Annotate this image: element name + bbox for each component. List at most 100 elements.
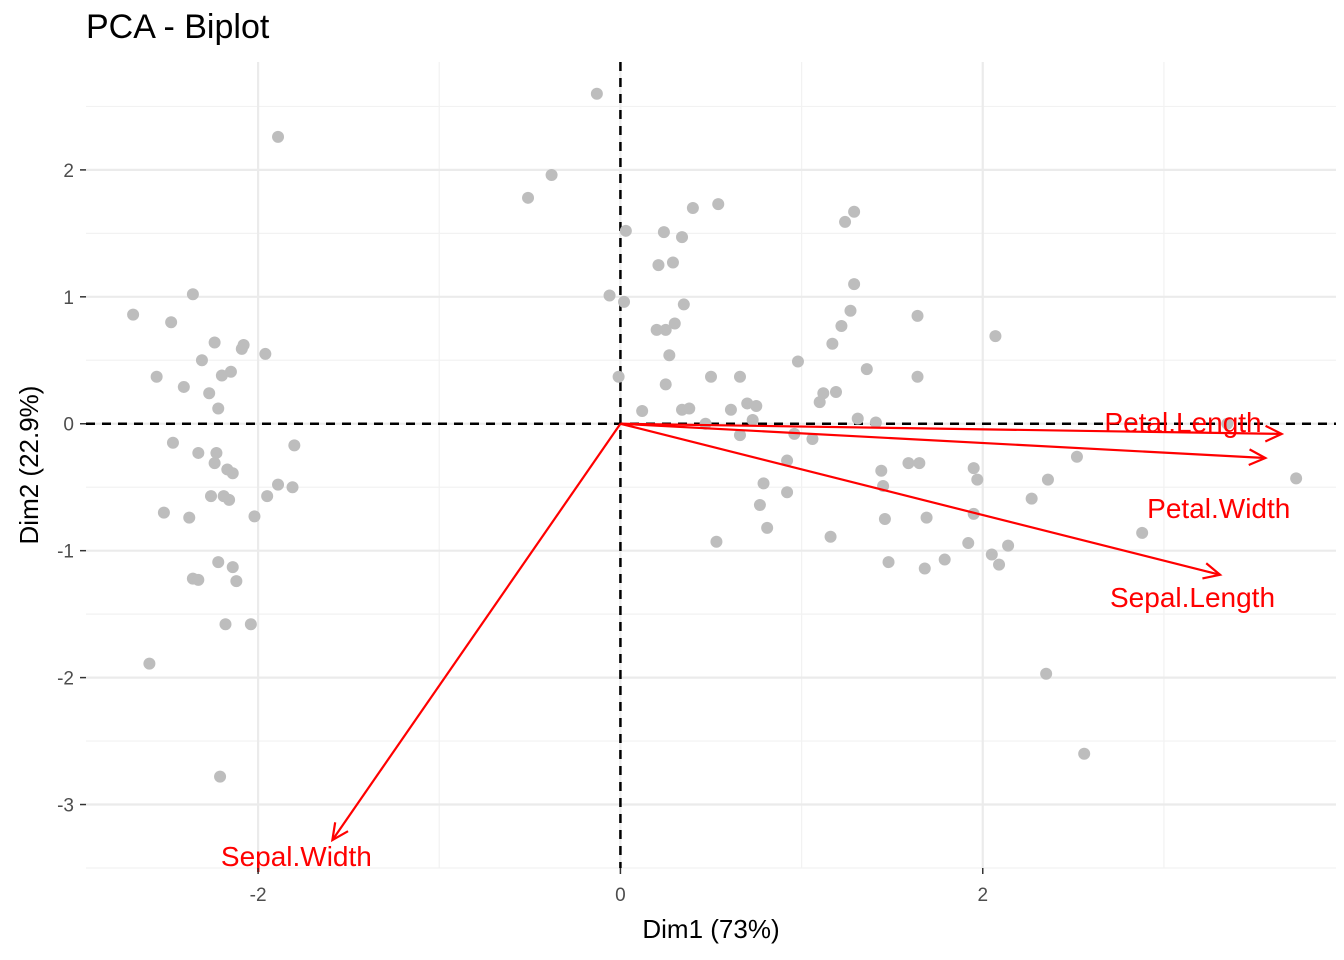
data-point xyxy=(650,323,663,336)
data-point xyxy=(869,416,882,429)
y-tick-label: 1 xyxy=(63,288,74,309)
data-point xyxy=(761,521,774,534)
data-point xyxy=(219,618,232,631)
data-point xyxy=(212,556,225,569)
data-point xyxy=(839,215,852,228)
data-point xyxy=(806,432,819,445)
data-point xyxy=(902,457,915,470)
data-point xyxy=(215,369,228,382)
data-point xyxy=(686,201,699,214)
variable-label: Petal.Length xyxy=(1104,407,1261,438)
data-point xyxy=(1070,450,1083,463)
data-point xyxy=(230,575,243,588)
data-point xyxy=(683,402,696,415)
data-point xyxy=(183,511,196,524)
data-point xyxy=(192,573,205,586)
data-point xyxy=(657,226,670,239)
data-point xyxy=(993,558,1006,571)
y-tick-label: -1 xyxy=(57,542,74,563)
data-point xyxy=(911,309,924,322)
data-point xyxy=(750,399,763,412)
y-tick-label: -3 xyxy=(57,796,74,817)
data-point xyxy=(918,562,931,575)
variable-arrow xyxy=(620,422,1221,576)
data-point xyxy=(618,295,631,308)
x-tick-label: 0 xyxy=(615,885,626,906)
x-axis-title: Dim1 (73%) xyxy=(642,914,779,944)
data-point xyxy=(224,365,237,378)
data-point xyxy=(835,320,848,333)
data-point xyxy=(1025,492,1038,505)
y-tick-label: -2 xyxy=(57,669,74,690)
data-point xyxy=(851,412,864,425)
data-point xyxy=(1221,417,1234,430)
variable-arrowhead xyxy=(1248,448,1268,466)
data-point xyxy=(226,467,239,480)
data-point xyxy=(882,556,895,569)
data-point xyxy=(860,363,873,376)
data-point xyxy=(1040,667,1053,680)
data-point xyxy=(603,289,616,302)
data-point xyxy=(985,548,998,561)
variable-label: Petal.Width xyxy=(1147,493,1290,524)
data-point xyxy=(753,498,766,511)
data-point xyxy=(920,511,933,524)
data-point xyxy=(205,490,217,503)
data-point xyxy=(1290,472,1303,485)
data-point xyxy=(272,130,285,143)
data-point xyxy=(705,370,717,383)
data-point xyxy=(668,317,681,330)
data-point xyxy=(967,462,980,475)
data-point xyxy=(824,530,837,543)
data-point xyxy=(612,370,625,383)
data-point xyxy=(699,417,712,430)
data-point xyxy=(208,457,221,470)
data-point xyxy=(248,510,261,523)
data-point xyxy=(781,486,794,499)
data-point xyxy=(659,323,672,336)
data-point xyxy=(844,304,857,317)
y-axis-ticks: 2 1 0 -1 -2 -3 xyxy=(57,161,86,817)
data-point xyxy=(636,405,649,418)
data-point xyxy=(962,537,975,550)
data-point xyxy=(724,403,737,416)
variable-arrowhead xyxy=(1202,562,1223,580)
data-point xyxy=(619,224,632,237)
data-point xyxy=(237,339,250,352)
data-point xyxy=(746,413,759,426)
data-point xyxy=(733,429,746,442)
data-point xyxy=(652,259,665,272)
data-point xyxy=(214,770,227,783)
data-point xyxy=(666,256,679,269)
data-point xyxy=(1078,747,1091,760)
variable-arrows: Petal.Length Petal.Width Sepal.Length Sepal… xyxy=(221,407,1290,872)
y-axis-title: Dim2 (22.9%) xyxy=(14,386,44,545)
variable-arrowhead xyxy=(1264,424,1285,443)
data-point xyxy=(1041,473,1054,486)
data-point xyxy=(286,481,299,494)
x-axis-ticks: -2 0 2 xyxy=(250,868,988,906)
data-point xyxy=(757,477,770,490)
variable-arrowhead xyxy=(330,822,349,843)
variable-arrow xyxy=(331,423,622,841)
data-point xyxy=(210,446,223,459)
variable-arrow xyxy=(620,422,1282,436)
data-point xyxy=(791,355,804,368)
minor-gridlines xyxy=(86,62,1336,869)
data-point xyxy=(848,278,861,291)
major-gridlines xyxy=(86,62,1336,868)
data-point xyxy=(127,308,140,321)
data-point xyxy=(150,370,163,383)
data-point xyxy=(186,288,199,301)
data-point xyxy=(203,387,216,400)
data-point xyxy=(261,490,274,503)
data-point xyxy=(913,457,926,470)
data-point xyxy=(177,380,190,393)
data-point xyxy=(830,386,842,399)
data-point xyxy=(522,191,535,204)
data-point xyxy=(288,439,301,452)
reference-lines xyxy=(86,62,1336,868)
data-point xyxy=(710,535,723,548)
data-point xyxy=(143,657,156,670)
data-point xyxy=(663,349,676,362)
